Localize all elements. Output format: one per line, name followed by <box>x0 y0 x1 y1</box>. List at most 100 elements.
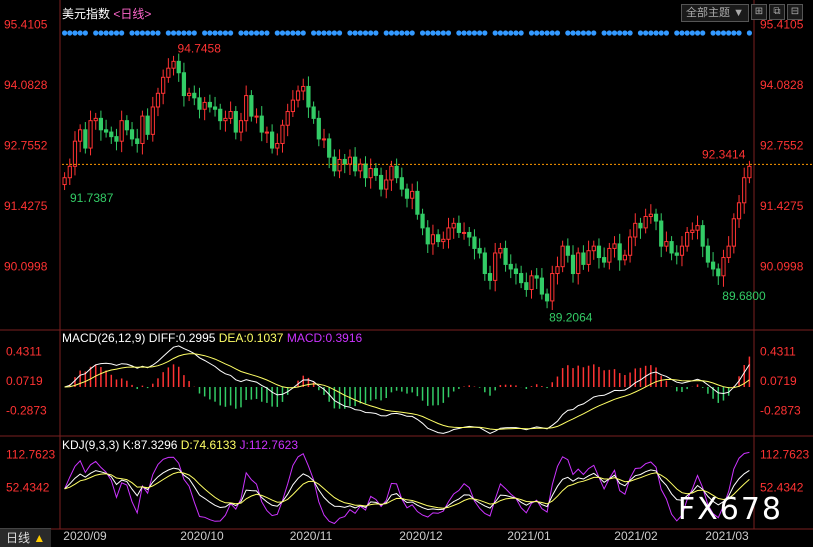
candle <box>430 234 436 245</box>
candle <box>602 257 607 263</box>
theme-selector[interactable]: 全部主题 ▼ <box>681 4 749 22</box>
x-tick-label: 2020/09 <box>63 529 107 543</box>
event-marker <box>108 30 114 36</box>
grid-layout-icon[interactable]: ⊞ <box>751 4 767 20</box>
kdj-y-tick-left: 112.7623 <box>6 448 55 462</box>
event-marker <box>150 30 156 36</box>
event-marker <box>466 30 472 36</box>
event-marker <box>549 30 555 36</box>
event-marker <box>482 30 488 36</box>
recent-low-annotation: 89.6800 <box>722 289 766 303</box>
macd-y-tick-left: 0.4311 <box>6 345 42 359</box>
macd-y-tick-left: -0.2873 <box>6 404 47 418</box>
event-marker <box>435 30 441 36</box>
event-marker <box>202 30 208 36</box>
candle <box>394 165 399 179</box>
window-restore-icon[interactable]: ⧉ <box>769 4 785 20</box>
event-marker <box>357 30 363 36</box>
candle <box>596 245 602 259</box>
candle <box>321 138 327 141</box>
event-marker <box>72 30 78 36</box>
timeframe-label[interactable]: <日线> <box>113 7 152 21</box>
candle <box>311 106 316 119</box>
event-marker <box>285 30 291 36</box>
chevron-up-icon: ▲ <box>33 531 46 545</box>
x-tick-label: 2021/01 <box>507 529 551 543</box>
event-marker <box>388 30 395 36</box>
candle <box>461 231 467 234</box>
macd-y-tick-right: 0.0719 <box>760 374 797 388</box>
candle <box>736 202 742 220</box>
low-annotation: 89.2064 <box>549 310 593 324</box>
event-marker <box>419 30 426 36</box>
timeframe-toggle-label: 日线 <box>6 531 31 545</box>
event-marker <box>528 30 535 36</box>
event-marker <box>170 30 177 36</box>
macd-series <box>64 345 751 434</box>
event-marker <box>321 30 327 36</box>
candle <box>202 101 207 110</box>
event-marker <box>290 30 296 36</box>
event-marker <box>674 30 680 36</box>
candle <box>503 247 508 265</box>
event-marker <box>238 30 244 36</box>
kdj-j-line <box>64 451 750 525</box>
event-marker <box>539 30 545 36</box>
x-tick-label: 2020/12 <box>399 529 443 543</box>
candle <box>586 250 591 265</box>
candle <box>155 92 161 108</box>
y-tick-label-left: 90.0998 <box>4 260 48 274</box>
y-tick-label-left: 92.7552 <box>4 139 48 153</box>
candle <box>316 117 321 140</box>
event-marker <box>336 30 343 36</box>
candle <box>399 177 404 190</box>
candle <box>342 158 347 165</box>
event-marker <box>622 30 628 36</box>
timeframe-toggle[interactable]: 日线 ▲ <box>0 528 52 547</box>
candle <box>135 138 140 144</box>
candle <box>643 215 648 229</box>
event-marker <box>139 30 146 36</box>
candle <box>197 97 202 110</box>
kdj-d-line <box>64 471 750 509</box>
macd-y-tick-right: -0.2873 <box>760 404 801 418</box>
y-tick-label-left: 95.4105 <box>4 17 48 31</box>
y-tick-label-right: 90.0998 <box>760 260 804 274</box>
candle <box>576 252 581 275</box>
chevron-down-icon: ▼ <box>733 7 744 19</box>
event-marker <box>471 30 478 36</box>
event-marker <box>259 30 265 36</box>
candle <box>238 120 244 133</box>
event-marker <box>316 30 322 36</box>
candle <box>295 90 301 101</box>
candle <box>508 263 513 270</box>
candle <box>555 266 560 275</box>
candle <box>659 220 664 247</box>
event-marker <box>181 30 187 36</box>
candle <box>685 231 690 247</box>
kdj-series <box>64 451 750 525</box>
candle <box>581 252 586 265</box>
event-marker <box>77 30 83 36</box>
candle <box>451 222 456 229</box>
event-marker <box>502 30 509 36</box>
event-marker <box>61 30 68 36</box>
event-marker <box>731 30 737 36</box>
candle <box>171 60 176 69</box>
candle <box>347 156 353 165</box>
event-marker <box>643 30 649 36</box>
event-marker <box>679 30 685 36</box>
window-minimize-icon[interactable]: ⊟ <box>787 4 803 20</box>
event-marker <box>513 30 519 36</box>
candle <box>212 106 218 110</box>
candle <box>280 124 285 144</box>
event-marker <box>82 30 88 36</box>
event-marker <box>129 30 135 36</box>
candle <box>259 115 264 133</box>
event-marker <box>399 30 405 36</box>
event-marker <box>264 30 270 36</box>
candle <box>270 131 275 149</box>
candle <box>653 213 659 222</box>
event-marker <box>611 30 618 36</box>
